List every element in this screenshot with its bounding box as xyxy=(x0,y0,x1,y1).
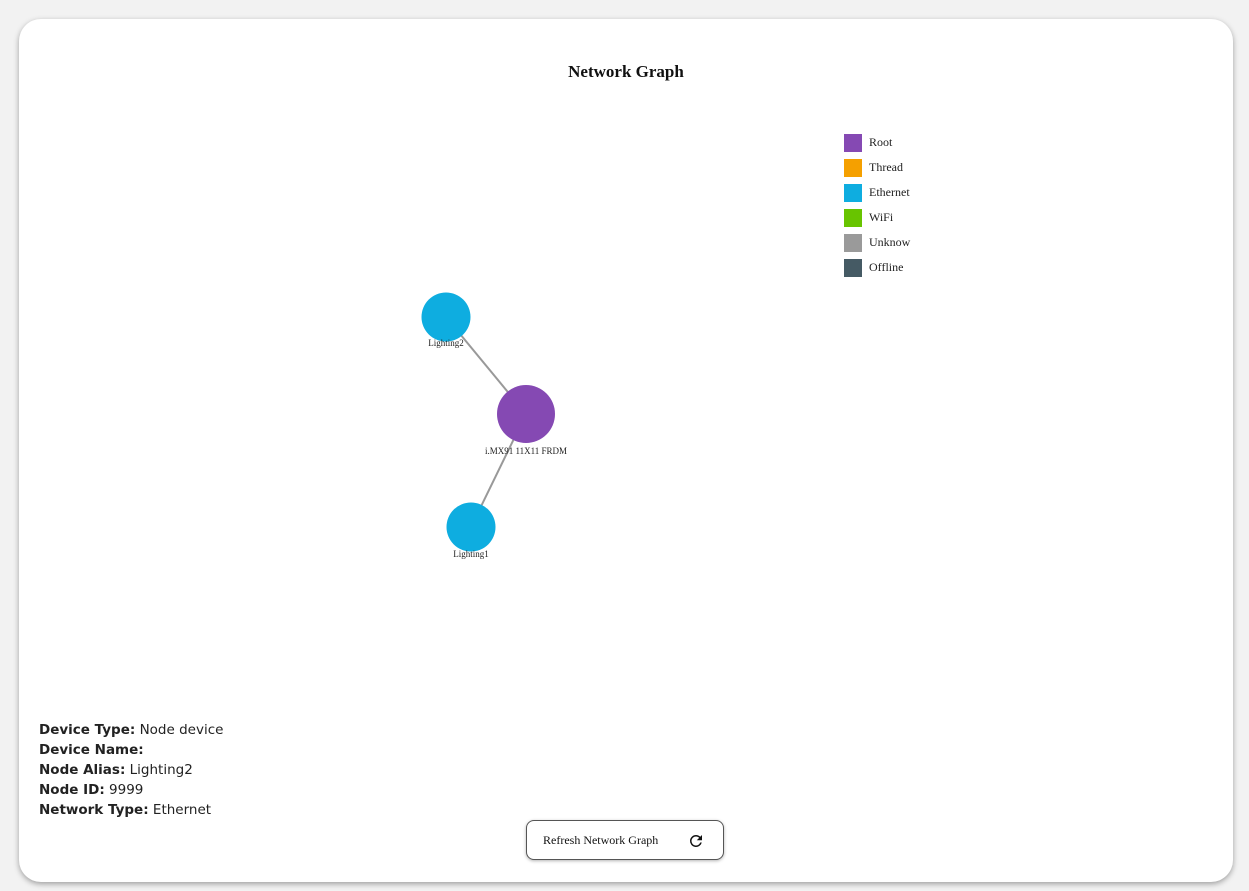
detail-network-type: Network Type: Ethernet xyxy=(39,800,223,820)
legend-label: Unknow xyxy=(869,235,911,249)
refresh-network-graph-button[interactable]: Refresh Network Graph xyxy=(526,820,724,860)
node-lighting1[interactable] xyxy=(446,502,496,552)
network-graph-card: Network Graph Root Thread Ethernet WiFi … xyxy=(19,19,1233,882)
detail-key: Node ID: xyxy=(39,782,105,798)
legend-swatch-root xyxy=(844,133,862,152)
detail-key: Node Alias: xyxy=(39,762,126,778)
legend-swatch-ethernet xyxy=(844,183,862,202)
node-label-lighting2: Lighting2 xyxy=(428,338,464,348)
legend-label: WiFi xyxy=(869,210,894,224)
legend-label: Root xyxy=(869,135,893,149)
detail-key: Device Type: xyxy=(39,722,136,738)
node-label-root: i.MX91 11X11 FRDM xyxy=(485,446,567,456)
network-graph: Lighting2 i.MX91 11X11 FRDM Lighting1 xyxy=(421,292,567,559)
detail-value: Lighting2 xyxy=(129,762,193,778)
legend-label: Thread xyxy=(869,160,903,174)
node-lighting2[interactable] xyxy=(421,292,471,342)
legend-label: Ethernet xyxy=(869,185,910,199)
legend-item-ethernet: Ethernet xyxy=(844,180,910,205)
legend-item-thread: Thread xyxy=(844,155,910,180)
legend-item-root: Root xyxy=(844,130,910,155)
detail-value: 9999 xyxy=(109,782,144,798)
refresh-icon xyxy=(689,835,702,847)
legend-item-unknow: Unknow xyxy=(844,230,910,255)
node-details: Device Type: Node device Device Name: No… xyxy=(39,720,223,820)
detail-node-alias: Node Alias: Lighting2 xyxy=(39,760,223,780)
legend: Root Thread Ethernet WiFi Unknow Offline xyxy=(844,130,910,280)
detail-device-type: Device Type: Node device xyxy=(39,720,223,740)
legend-item-offline: Offline xyxy=(844,255,910,280)
legend-swatch-unknow xyxy=(844,233,862,252)
node-label-lighting1: Lighting1 xyxy=(453,549,489,559)
detail-key: Device Name: xyxy=(39,742,144,758)
detail-value: Ethernet xyxy=(152,802,212,818)
detail-value: Node device xyxy=(139,722,224,738)
node-root[interactable] xyxy=(497,385,555,443)
legend-swatch-thread xyxy=(844,158,862,177)
legend-item-wifi: WiFi xyxy=(844,205,910,230)
refresh-button-label: Refresh Network Graph xyxy=(543,832,659,847)
detail-key: Network Type: xyxy=(39,802,149,818)
detail-device-name: Device Name: xyxy=(39,740,223,760)
detail-node-id: Node ID: 9999 xyxy=(39,780,223,800)
page-title: Network Graph xyxy=(568,62,684,81)
legend-label: Offline xyxy=(869,260,904,274)
legend-swatch-offline xyxy=(844,258,862,277)
legend-swatch-wifi xyxy=(844,208,862,227)
